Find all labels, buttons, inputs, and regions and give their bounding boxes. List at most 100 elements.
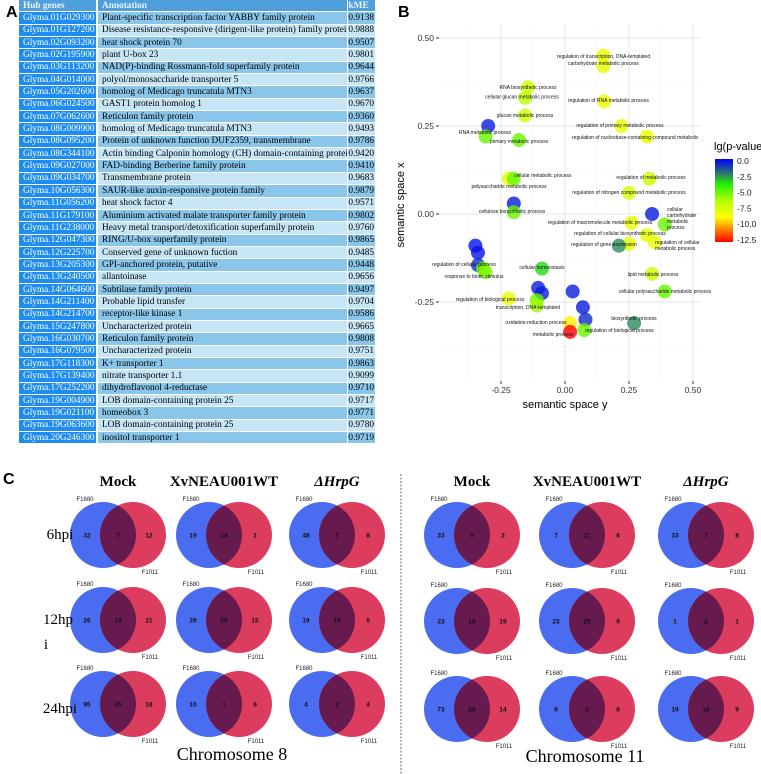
set-a-label: F1680 <box>664 497 682 503</box>
table-row: Glyma.02G195900 plant U-box 23 0.9801 <box>19 48 375 62</box>
venn-diagram: 48 7 8 F1680 F1011 <box>289 497 385 576</box>
set-b-label: F1011 <box>142 570 159 576</box>
go-term-label: primary metabolic process <box>490 139 549 145</box>
overlap-region <box>319 587 355 653</box>
go-term-label: regulation of nucleobase-containing comp… <box>572 135 699 141</box>
kme-cell: 0.9420 <box>346 147 375 161</box>
gene-id-cell: Glyma.13G205300 <box>19 258 97 272</box>
annotation-cell: heat shock factor 4 <box>96 197 347 210</box>
kme-cell: 0.9808 <box>346 332 375 346</box>
go-term-bubble <box>657 284 672 299</box>
set-a-label: F1680 <box>295 497 313 503</box>
set-b-label: F1011 <box>361 655 378 661</box>
annotation-cell: heat shock protein 70 <box>96 36 347 50</box>
kme-cell: 0.9507 <box>346 36 375 50</box>
set-b-label: F1011 <box>361 739 378 745</box>
kme-cell: 0.9766 <box>346 73 375 87</box>
gene-id-cell: Glyma.11G056200 <box>19 197 97 210</box>
go-term-bubble <box>563 324 578 339</box>
condition-header: XvNEAU001WT <box>170 474 278 490</box>
only-f1011-count: 8 <box>616 707 620 714</box>
go-term-bubble <box>565 284 580 299</box>
table-row: Glyma.11G056200 heat shock factor 4 0.9571 <box>19 197 375 210</box>
legend-tick-label: -7.5 <box>737 203 752 213</box>
annotation-cell: homolog of Medicago truncatula MTN3 <box>96 85 347 99</box>
shared-count: 7 <box>335 533 339 540</box>
go-term-bubble <box>645 207 660 221</box>
kme-cell: 0.9780 <box>346 419 375 433</box>
set-a-label: F1680 <box>545 671 563 677</box>
shared-count: 11 <box>584 533 591 540</box>
timepoint-label: 24hpi <box>43 701 77 717</box>
gene-id-cell: Glyma.11G179100 <box>19 209 97 223</box>
y-axis-title: semantic space x <box>395 162 407 247</box>
go-term-bubble <box>645 266 660 281</box>
go-term-bubble <box>647 235 662 250</box>
only-f1011-count: 9 <box>616 619 620 626</box>
table-row: Glyma.07G062600 Reticulon family protein 0… <box>19 110 375 124</box>
annotation-cell: Transmembrane protein <box>96 172 347 186</box>
kme-cell: 0.9099 <box>346 369 375 383</box>
gene-id-cell: Glyma.02G093200 <box>19 36 97 50</box>
set-b-label: F1011 <box>248 739 265 745</box>
gene-id-cell: Glyma.20G246300 <box>19 431 97 445</box>
venn-diagram: 33 7 8 F1680 F1011 <box>658 497 754 576</box>
only-f1011-count: 6 <box>253 702 257 709</box>
go-term-label: oxidation-reduction process <box>505 320 567 326</box>
only-f1680-count: 73 <box>437 707 445 714</box>
set-b-label: F1011 <box>496 570 513 576</box>
set-b-label: F1011 <box>730 744 747 750</box>
only-f1680-count: 19 <box>671 707 679 714</box>
gene-id-cell: Glyma.08G009900 <box>19 122 97 136</box>
annotation-cell: receptor-like kinase 1 <box>96 308 347 321</box>
only-f1011-count: 19 <box>499 619 507 626</box>
gene-id-cell: Glyma.08G095200 <box>19 135 97 149</box>
y-tick-label: 0.50 <box>417 33 434 43</box>
venn-diagram: 19 19 5 F1680 F1011 <box>289 582 385 661</box>
overlap-region <box>688 676 724 742</box>
legend-tick-label: -10.0 <box>737 219 757 229</box>
panel-label-a: A <box>6 4 18 21</box>
annotation-cell: Disease resistance-responsive (dirigent-… <box>96 24 347 38</box>
go-term-label: cellular metabolic process <box>514 173 572 179</box>
go-term-label: lipid metabolic process <box>628 272 679 278</box>
venn-diagram: 23 25 9 F1680 F1011 <box>539 583 635 662</box>
table-row: Glyma.08G009900 homolog of Medicago trunc… <box>19 122 375 136</box>
annotation-cell: K+ transporter 1 <box>96 357 347 371</box>
gene-id-cell: Glyma.19G063600 <box>19 419 97 433</box>
go-term-bubble <box>518 90 533 105</box>
only-f1680-count: 1 <box>673 619 677 626</box>
overlap-region <box>569 588 605 654</box>
only-f1011-count: 5 <box>366 618 370 625</box>
annotation-cell: Reticulon family protein <box>96 332 347 346</box>
set-a-label: F1680 <box>295 666 313 672</box>
annotation-cell: allantoinase <box>96 271 347 284</box>
overlap-region <box>454 588 490 654</box>
only-f1680-count: 33 <box>437 533 445 540</box>
kme-cell: 0.9637 <box>346 85 375 99</box>
only-f1011-count: 1 <box>253 533 257 540</box>
table-row: Glyma.09G034700 Transmembrane protein 0.96… <box>19 172 375 186</box>
shared-count: 1 <box>222 702 226 709</box>
set-a-label: F1680 <box>182 497 200 503</box>
venn-diagram: 19 14 1 F1680 F1011 <box>176 497 272 576</box>
annotation-cell: Uncharacterized protein <box>96 345 347 358</box>
go-term-bubble <box>534 261 549 276</box>
table-row: Glyma.09G027000 FAD-binding Berberine fam… <box>19 159 375 173</box>
overlap-region <box>454 502 490 568</box>
only-f1680-count: 10 <box>189 702 197 709</box>
kme-cell: 0.9670 <box>346 98 375 112</box>
chromosome-title: Chromosome 11 <box>526 746 645 766</box>
y-tick-label: 0.00 <box>417 209 434 219</box>
go-term-bubble <box>614 119 629 133</box>
go-term-bubble <box>596 59 611 74</box>
annotation-cell: LOB domain-containing protein 25 <box>96 419 347 433</box>
table-row: Glyma.17G139400 nitrate transporter 1.1 0.… <box>19 369 375 383</box>
only-f1680-count: 95 <box>83 702 91 709</box>
set-b-label: F1011 <box>730 656 747 662</box>
overlap-region <box>569 676 605 742</box>
legend-tick-label: -2.5 <box>737 172 752 182</box>
only-f1011-count: 6 <box>616 533 620 540</box>
header-hub-genes: Hub genes <box>19 0 97 13</box>
only-f1680-count: 4 <box>304 702 308 709</box>
